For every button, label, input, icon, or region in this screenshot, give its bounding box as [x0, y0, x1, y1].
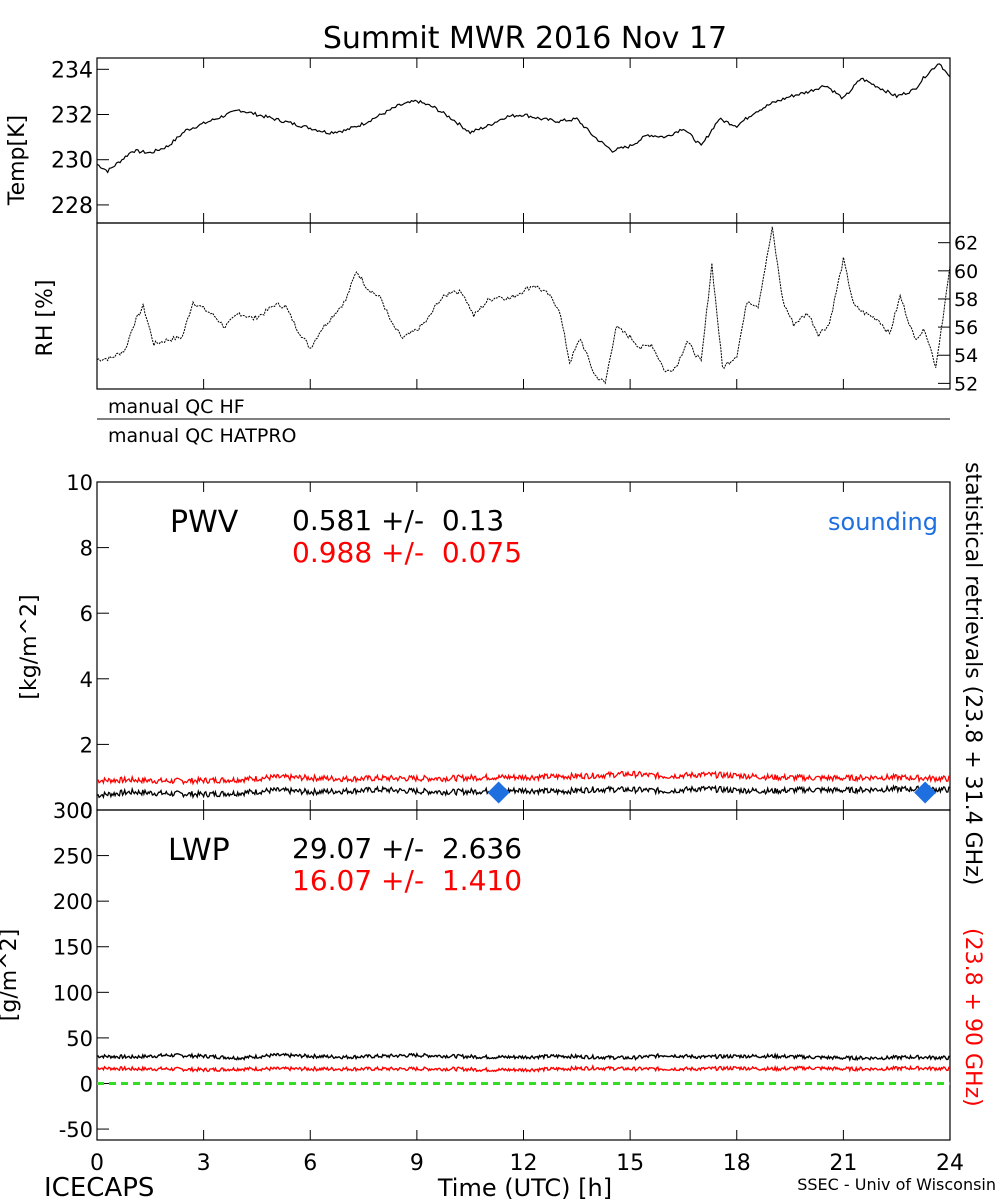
temp-panel-frame [96, 57, 951, 224]
rh-ytick-label: 54 [954, 345, 978, 367]
temp-ytick-label: 228 [51, 194, 93, 219]
pwv-red-value: 0.988 +/- 0.075 [292, 536, 522, 569]
rh-ytick-label: 60 [954, 261, 978, 283]
x-tick-label: 21 [829, 1151, 857, 1176]
temp-ytick-label: 230 [51, 149, 93, 174]
lwp-panel: -50 0 50 100 150 200 250 300 [g/m^2] LWP 29.07 … [0, 799, 951, 1142]
temp-y-axis-label: Temp[K] [5, 115, 30, 206]
rh-ytick-label: 58 [954, 289, 978, 311]
pwv-series-1 [96, 770, 951, 786]
qc-hatpro-label: manual QC HATPRO [108, 425, 297, 447]
rh-y-axis-label: RH [%] [33, 280, 58, 357]
rh-ytick-label: 52 [954, 373, 978, 395]
rh-ytick-label: 56 [954, 317, 978, 339]
lwp-ytick-label: 100 [53, 981, 93, 1005]
pwv-box-label: PWV [170, 505, 239, 540]
rh-y-axis: 52 54 56 58 60 62 [938, 233, 978, 395]
right-label-black: statistical retrievals (23.8 + 31.4 GHz) [960, 462, 985, 885]
pwv-y-axis-label: [kg/m^2] [17, 594, 42, 699]
lwp-ytick-label: 200 [53, 890, 93, 914]
lwp-ytick-label: 50 [66, 1027, 93, 1051]
sounding-marker [487, 781, 510, 804]
pwv-ytick-label: 0 [80, 799, 93, 823]
rh-series-line [96, 226, 951, 385]
lwp-ytick-label: 300 [53, 799, 93, 823]
lwp-black-value: 29.07 +/- 2.636 [292, 832, 522, 865]
x-tick-label: 9 [410, 1151, 424, 1176]
pwv-ytick-label: 6 [80, 602, 93, 626]
x-tick-label: 18 [723, 1151, 751, 1176]
pwv-black-value: 0.581 +/- 0.13 [292, 504, 504, 537]
pwv-series-0 [96, 784, 951, 800]
lwp-y-axis-label: [g/m^2] [0, 929, 22, 1021]
temp-panel: 228 230 232 234 Temp[K] [5, 57, 951, 224]
lwp-box-label: LWP [168, 833, 230, 868]
temp-ytick-label: 234 [51, 58, 93, 83]
lwp-ytick-label: 0 [80, 1072, 93, 1096]
x-tick-label: 15 [616, 1151, 644, 1176]
sounding-marker [914, 781, 937, 804]
qc-hf-label: manual QC HF [108, 396, 245, 418]
rh-panel: 52 54 56 58 60 62 RH [%] [33, 222, 978, 395]
lwp-ytick-label: -50 [59, 1118, 93, 1142]
sounding-legend-label: sounding [828, 508, 938, 536]
x-tick-label: 12 [510, 1151, 538, 1176]
lwp-ytick-label: 250 [53, 845, 93, 869]
pwv-y-axis: 0 2 4 6 8 10 [66, 471, 109, 823]
right-label-red: (23.8 + 90 GHz) [960, 928, 985, 1107]
pwv-panel: 0 2 4 6 8 10 [kg/m^2] PWV 0.581 +/- 0.13 0.98… [17, 471, 951, 823]
lwp-ytick-label: 150 [53, 936, 93, 960]
x-tick-label: 24 [936, 1151, 964, 1176]
pwv-ytick-label: 4 [80, 668, 93, 692]
x-tick-label: 3 [197, 1151, 211, 1176]
pwv-ytick-label: 8 [80, 537, 93, 561]
footer-right-label: SSEC - Univ of Wisconsin [797, 1175, 996, 1194]
x-axis-label: Time (UTC) [h] [437, 1174, 612, 1200]
temp-ytick-label: 232 [51, 104, 93, 129]
footer-left-label: ICECAPS [44, 1173, 154, 1200]
rh-panel-frame [96, 222, 951, 390]
lwp-series-0 [96, 1052, 951, 1062]
pwv-series-group [96, 770, 951, 804]
temp-y-axis: 228 230 232 234 [51, 58, 109, 219]
lwp-red-value: 16.07 +/- 1.410 [292, 864, 522, 897]
lwp-series-1 [96, 1064, 951, 1073]
lwp-y-axis: -50 0 50 100 150 200 250 300 [53, 799, 109, 1142]
qc-section: manual QC HF manual QC HATPRO [97, 396, 950, 447]
chart-title: Summit MWR 2016 Nov 17 [323, 21, 727, 56]
temp-series-line [96, 63, 951, 174]
pwv-ytick-label: 2 [80, 733, 93, 757]
x-tick-label: 0 [90, 1151, 104, 1176]
lwp-series-group [96, 1052, 951, 1085]
rh-ytick-label: 62 [954, 233, 978, 255]
x-axis: 0 3 6 9 12 15 18 21 24 [90, 58, 964, 1176]
pwv-ytick-label: 10 [66, 471, 93, 495]
x-tick-label: 6 [303, 1151, 317, 1176]
